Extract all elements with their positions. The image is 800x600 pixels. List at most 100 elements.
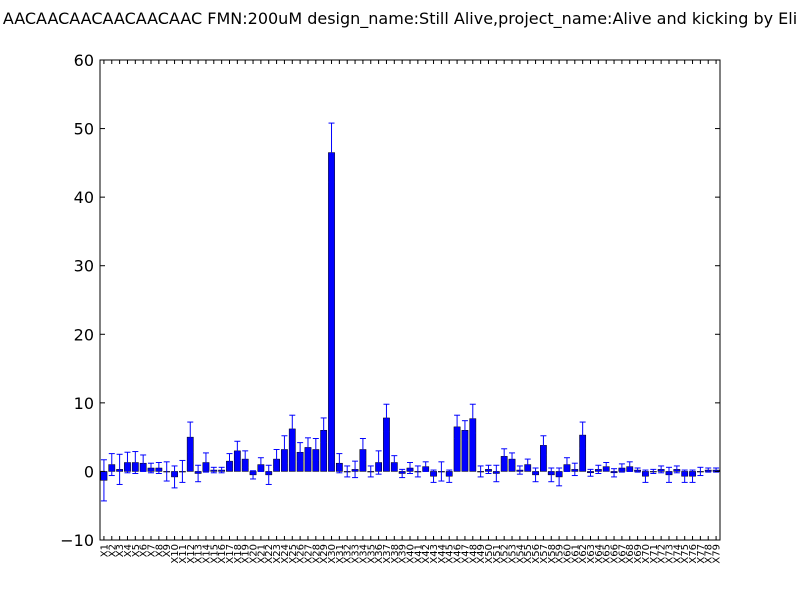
xtick-label: X13 — [194, 544, 205, 564]
error-bar-X13 — [195, 464, 202, 483]
error-bar-X7 — [148, 462, 155, 474]
xtick-label: X19 — [241, 544, 252, 564]
error-bar-X44 — [438, 461, 445, 482]
error-bar-X52 — [501, 448, 508, 465]
xtick-label: X11 — [178, 544, 189, 564]
error-bar-X16 — [218, 466, 225, 474]
xtick-label: X8 — [154, 544, 165, 557]
xtick-label: X71 — [649, 544, 660, 564]
error-bar-X48 — [469, 403, 476, 434]
ytick-label: 30 — [74, 257, 94, 276]
error-bar-X60 — [563, 457, 570, 472]
xtick-label: X9 — [162, 544, 173, 557]
xtick-label: X36 — [374, 544, 385, 564]
error-bar-X74 — [673, 465, 680, 474]
xtick-label: X33 — [351, 544, 362, 564]
xtick-label: X76 — [688, 544, 699, 564]
xtick-label: X59 — [555, 544, 566, 564]
xtick-label: X32 — [343, 544, 354, 564]
error-bar-X35 — [367, 465, 374, 478]
error-bar-X67 — [618, 463, 625, 473]
xtick-label: X72 — [657, 544, 668, 564]
xtick-label: X20 — [249, 544, 260, 564]
error-bar-X27 — [304, 437, 311, 458]
xtick-label: X26 — [296, 544, 307, 564]
error-bar-X37 — [383, 403, 390, 433]
error-bar-X1 — [100, 459, 107, 502]
ytick-label: 20 — [74, 325, 94, 344]
xtick-label: X23 — [272, 544, 283, 564]
error-bar-X40 — [407, 462, 413, 474]
error-bar-X76 — [689, 469, 696, 483]
xtick-label: X70 — [641, 544, 652, 564]
error-bar-X42 — [422, 461, 429, 472]
error-bar-X10 — [171, 465, 178, 489]
bar-X30 — [328, 152, 335, 472]
error-bar-X20 — [250, 470, 257, 480]
xtick-label: X22 — [264, 544, 275, 564]
error-bar-X17 — [226, 453, 233, 470]
xtick-label: X25 — [288, 544, 299, 564]
xtick-label: X18 — [233, 544, 244, 564]
xtick-label: X38 — [390, 544, 401, 564]
xtick-label: X45 — [445, 544, 456, 564]
error-bar-X34 — [359, 438, 366, 461]
error-bar-X77 — [697, 466, 704, 477]
error-bar-X32 — [344, 465, 351, 478]
xtick-label: X4 — [123, 544, 134, 557]
xtick-label: X41 — [413, 544, 424, 564]
error-bar-X54 — [516, 465, 523, 475]
xtick-label: X37 — [382, 544, 393, 564]
xtick-label: X74 — [672, 544, 683, 564]
error-bar-X78 — [705, 467, 712, 473]
error-bar-X64 — [595, 464, 602, 474]
error-bar-X2 — [108, 453, 115, 477]
xtick-label: X49 — [476, 544, 487, 564]
error-bar-X14 — [202, 452, 209, 473]
error-bar-X24 — [281, 435, 288, 464]
xtick-label: X14 — [201, 544, 212, 564]
error-bar-X29 — [320, 417, 327, 444]
xtick-label: X3 — [115, 544, 126, 557]
error-bar-X15 — [210, 466, 217, 474]
error-bar-X41 — [414, 465, 421, 478]
error-bar-X51 — [493, 464, 500, 483]
xtick-label: X34 — [358, 544, 369, 564]
xtick-label: X57 — [539, 544, 550, 564]
error-bar-X3 — [116, 453, 123, 485]
xtick-label: X27 — [303, 544, 314, 564]
xtick-label: X61 — [570, 544, 581, 564]
xtick-label: X42 — [421, 544, 432, 564]
xtick-label: X5 — [131, 544, 142, 557]
xtick-label: X21 — [256, 544, 267, 564]
error-bar-X30 — [328, 122, 335, 183]
xtick-label: X65 — [602, 544, 613, 564]
xtick-label: X46 — [453, 544, 464, 564]
xtick-label: X54 — [515, 544, 526, 564]
error-bar-X31 — [336, 453, 343, 474]
xtick-label: X79 — [712, 544, 723, 564]
error-bar-X59 — [556, 467, 563, 487]
error-bar-X47 — [461, 420, 468, 441]
xtick-label: X7 — [147, 544, 158, 557]
error-bar-X57 — [540, 435, 547, 456]
error-bar-X18 — [234, 440, 241, 461]
error-bar-X50 — [485, 464, 492, 474]
error-bar-X23 — [273, 448, 280, 470]
xtick-label: X31 — [335, 544, 346, 564]
error-bar-X25 — [289, 414, 296, 444]
xtick-label: X6 — [139, 544, 150, 557]
error-bar-X53 — [509, 452, 516, 466]
xtick-label: X56 — [531, 544, 542, 564]
xtick-label: X2 — [107, 544, 118, 557]
error-bar-X62 — [579, 421, 586, 449]
error-bar-X71 — [650, 468, 657, 474]
xtick-label: X28 — [311, 544, 322, 564]
error-bar-X72 — [658, 465, 665, 474]
error-bar-X19 — [242, 450, 249, 468]
error-bar-X36 — [375, 450, 382, 475]
xtick-label: X68 — [625, 544, 636, 564]
xtick-label: X12 — [186, 544, 197, 564]
error-bar-X61 — [571, 462, 578, 477]
xtick-label: X1 — [99, 544, 110, 557]
